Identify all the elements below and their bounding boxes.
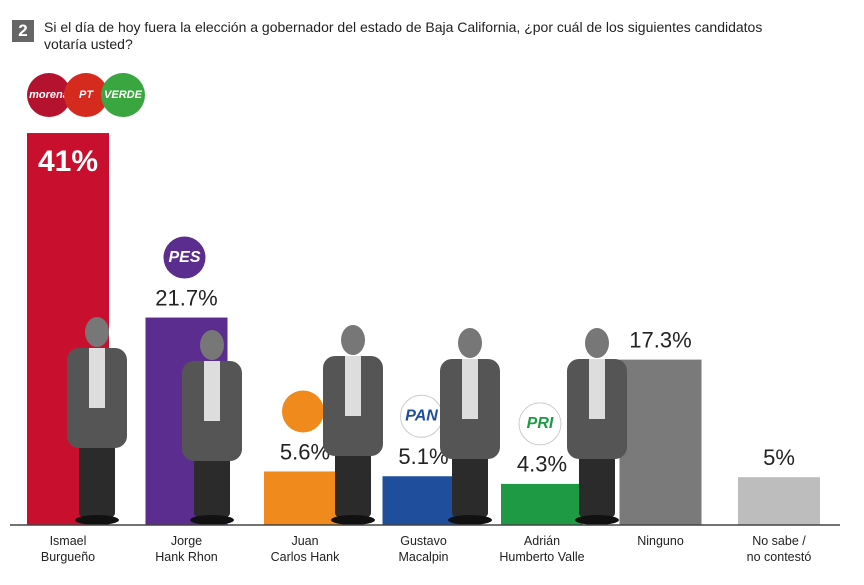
party-logo	[64, 73, 108, 118]
category-label: Ismael Burgueño	[40, 534, 96, 564]
bar	[382, 476, 465, 525]
party-name: morena	[29, 89, 69, 101]
person-head	[85, 317, 109, 347]
bar	[501, 483, 583, 525]
value-label: 5%	[763, 445, 795, 470]
party-logo	[101, 73, 145, 118]
bar	[738, 477, 820, 525]
party-name: VERDE	[104, 89, 143, 101]
person-shirt	[345, 356, 361, 416]
category-label: Adrián Humberto Valle	[499, 534, 585, 564]
category-label: Ninguno	[637, 534, 684, 548]
person-shoes	[575, 515, 619, 525]
person-shirt	[589, 359, 605, 419]
person-shoes	[75, 515, 119, 525]
party-name: PAN	[405, 407, 438, 424]
person-shoes	[190, 515, 234, 525]
person-head	[200, 330, 224, 360]
person-head	[341, 325, 365, 355]
person-head	[585, 328, 609, 358]
party-logo	[27, 73, 71, 118]
party-logo	[163, 236, 206, 279]
party-name: PRI	[527, 415, 554, 432]
category-label: Juan Carlos Hank	[270, 534, 340, 564]
question-number: 2	[12, 20, 34, 42]
person-shirt	[89, 348, 105, 408]
category-label: Gustavo Macalpin	[398, 534, 449, 564]
person-shoes	[448, 515, 492, 525]
party-logo	[282, 390, 324, 433]
bar	[264, 471, 346, 525]
person-shoes	[331, 515, 375, 525]
person-head	[458, 328, 482, 358]
value-label: 21.7%	[155, 285, 217, 310]
category-label: No sabe / no contestó	[746, 534, 812, 564]
person-shirt	[462, 359, 478, 419]
category-label: Jorge Hank Rhon	[155, 534, 218, 564]
bar	[619, 359, 702, 525]
value-label: 17.3%	[629, 327, 691, 352]
value-label: 5.6%	[280, 439, 330, 464]
value-label: 41%	[38, 145, 98, 178]
person-shirt	[204, 361, 220, 421]
chart-title: Si el día de hoy fuera la elección a gob…	[44, 19, 763, 52]
value-label: 4.3%	[517, 452, 567, 477]
party-logo	[518, 402, 562, 446]
party-name: PT	[79, 89, 94, 101]
party-name: PES	[168, 249, 200, 266]
